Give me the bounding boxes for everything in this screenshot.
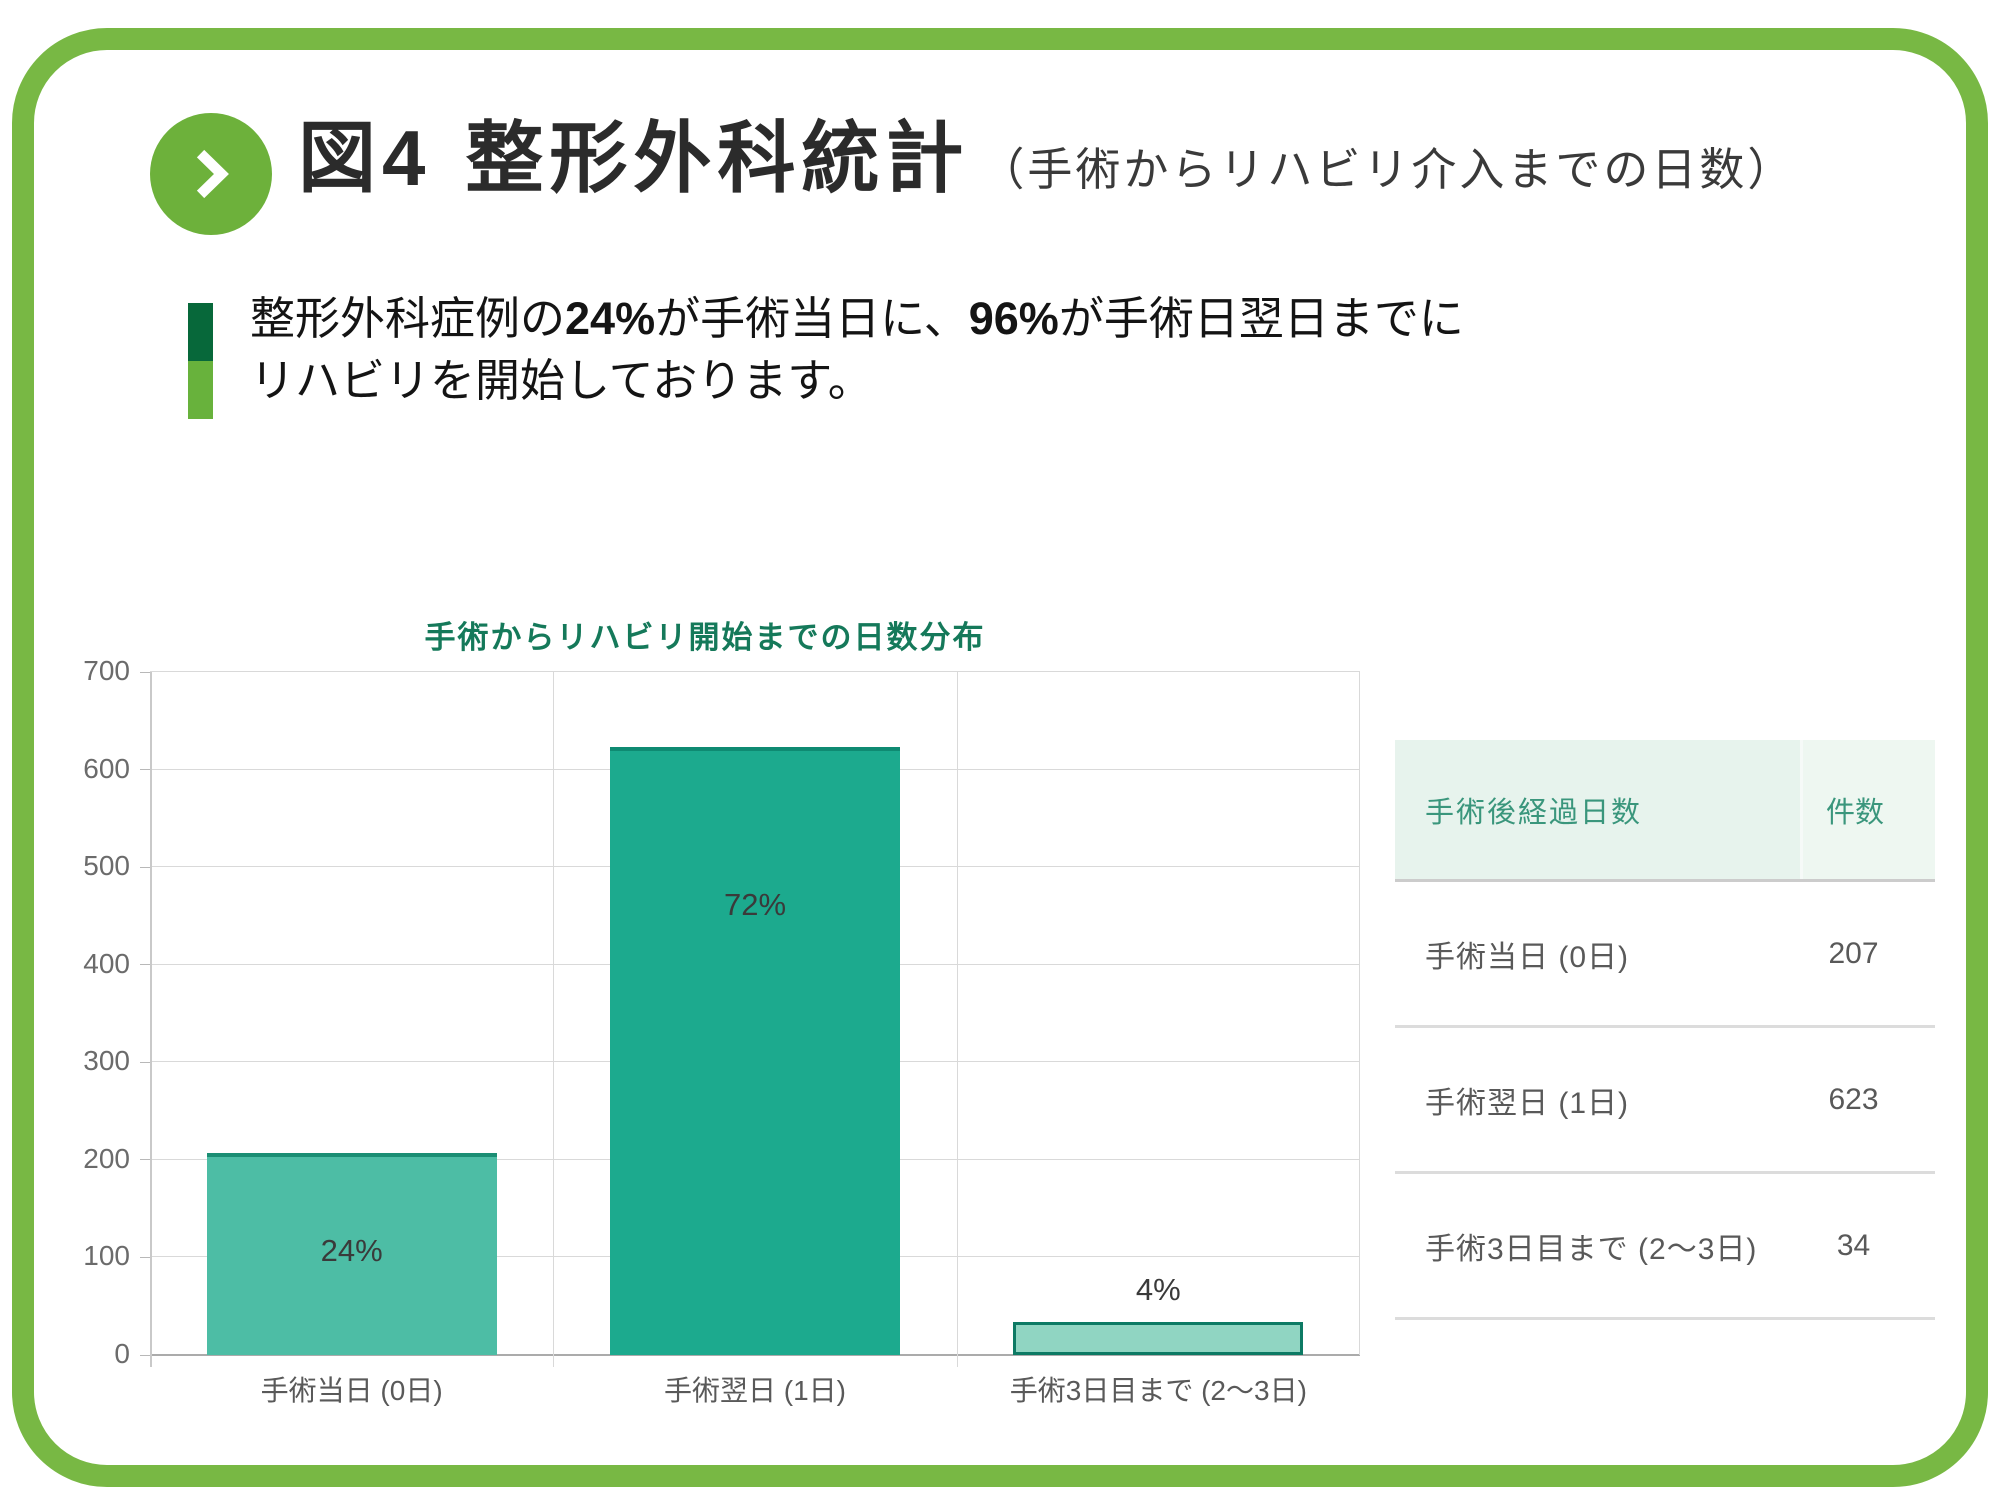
accent-bar-bottom — [188, 361, 213, 419]
page-subtitle: （手術からリハビリ介入までの日数） — [979, 145, 1796, 195]
table-row: 手術3日目まで (2～3日) 34 — [1395, 1174, 1935, 1320]
y-axis-tick-label: 0 — [114, 1338, 130, 1369]
page-title-text: 整形外科統計 — [465, 114, 970, 202]
y-axis-tick — [140, 866, 150, 868]
chart-bar — [610, 747, 900, 1355]
bar-percentage-label: 24% — [320, 1233, 383, 1268]
y-axis-tick-label: 200 — [83, 1142, 130, 1174]
table-cell-label: 手術当日 (0日) — [1425, 940, 1629, 974]
bar-percentage-label: 4% — [1135, 1271, 1181, 1307]
statement-segment: が手術日翌日までに — [1058, 294, 1464, 344]
statement-line-2: リハビリを開始しております。 — [250, 356, 873, 406]
table-row: 手術翌日 (1日) 623 — [1395, 1028, 1935, 1174]
chart-title: 手術からリハビリ開始までの日数分布 — [424, 620, 986, 655]
table-cell-label: 手術3日目まで (2～3日) — [1425, 1232, 1758, 1266]
statement-line-1: 整形外科症例の24%が手術当日に、96%が手術日翌日までに — [250, 288, 1464, 350]
y-axis-tick — [140, 1159, 150, 1161]
y-axis-tick — [140, 1061, 150, 1063]
statement-bold-24: 24% — [565, 293, 656, 344]
accent-bar — [188, 303, 213, 419]
statement-bold-96: 96% — [968, 293, 1059, 344]
slide-border — [12, 28, 1988, 1487]
y-gridline — [150, 1354, 1360, 1356]
chevron-right-glyph — [196, 149, 229, 199]
chart-bar — [206, 1153, 497, 1355]
y-axis-tick-label: 300 — [83, 1045, 130, 1077]
x-gridline — [1359, 672, 1360, 1355]
table-header-days: 手術後経過日数 — [1425, 796, 1643, 829]
y-axis-tick-label: 100 — [83, 1240, 130, 1272]
statement-segment: 整形外科症例の — [250, 294, 566, 344]
table-cell-label: 手術翌日 (1日) — [1425, 1086, 1629, 1120]
y-gridline — [150, 671, 1360, 672]
x-gridline — [956, 672, 958, 1367]
table-body: 手術当日 (0日) 207 手術翌日 (1日) 623 手術3日目まで (2～3日) 34 — [1395, 882, 1935, 1320]
y-axis-tick-label: 400 — [83, 947, 130, 979]
y-axis-tick-label: 700 — [83, 655, 130, 686]
table-header-row: 手術後経過日数 件数 — [1395, 740, 1935, 882]
statement-text: 整形外科症例の24%が手術当日に、96%が手術日翌日までに リハビリを開始してお… — [250, 288, 1464, 412]
table-row: 手術当日 (0日) 207 — [1395, 882, 1935, 1028]
y-axis-tick — [140, 964, 150, 966]
table-cell-value: 207 — [1828, 936, 1879, 970]
chevron-right-icon — [150, 113, 272, 235]
page-title: 図4 整形外科統計 （手術からリハビリ介入までの日数） — [298, 96, 1795, 208]
summary-table: 手術後経過日数 件数 手術当日 (0日) 207 手術翌日 (1日) 623 手術3日目… — [1395, 740, 1935, 1320]
x-axis-category-label: 手術3日目まで (2～3日) — [1009, 1375, 1307, 1406]
chart-bar — [1013, 1321, 1304, 1355]
figure-number: 図4 — [298, 114, 432, 202]
y-axis-tick — [140, 1256, 150, 1258]
y-axis-tick — [140, 1354, 150, 1356]
x-gridline — [150, 672, 152, 1367]
table-header-count: 件数 — [1800, 740, 1935, 879]
bar-chart-plot-area: 0 100 200 300 400 500 600 700 24% 手術当日 (0日) 72% 手術翌… — [83, 655, 1360, 1406]
bar-percentage-label: 72% — [723, 887, 787, 923]
table-cell-value: 34 — [1836, 1228, 1871, 1262]
y-axis-tick-label: 500 — [83, 850, 130, 882]
table-cell-value: 623 — [1828, 1082, 1879, 1116]
y-axis-tick — [140, 671, 150, 673]
y-axis-tick — [140, 769, 150, 771]
statement-segment: が手術当日に、 — [655, 294, 969, 344]
x-axis-category-label: 手術当日 (0日) — [260, 1375, 443, 1406]
accent-bar-top — [188, 303, 213, 361]
x-gridline — [553, 672, 555, 1367]
y-axis-tick-label: 600 — [83, 752, 130, 784]
x-axis-category-label: 手術翌日 (1日) — [663, 1375, 846, 1406]
